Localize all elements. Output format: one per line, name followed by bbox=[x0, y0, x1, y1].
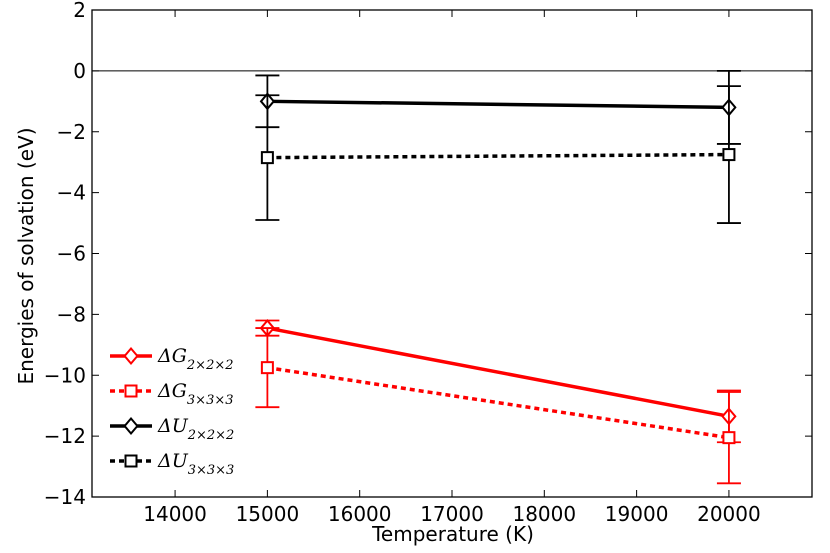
x-tick-label: 17000 bbox=[420, 502, 484, 526]
plot-frame bbox=[91, 9, 813, 498]
x-tick-label: 14000 bbox=[143, 502, 207, 526]
y-tick-label: −12 bbox=[44, 424, 86, 448]
data-point bbox=[722, 148, 736, 162]
series-0 bbox=[255, 319, 741, 444]
legend-item: ΔG2×2×2 bbox=[110, 345, 234, 373]
legend-marker bbox=[124, 454, 138, 468]
y-tick-label: −10 bbox=[44, 363, 86, 387]
y-tick-label: −2 bbox=[57, 120, 86, 144]
legend-marker bbox=[123, 346, 139, 366]
legend: ΔG2×2×2 ΔG3×3×3 ΔU2×2×2 ΔU3×3×3 bbox=[110, 345, 234, 478]
series-line bbox=[267, 152, 729, 160]
x-axis-label: Temperature (K) bbox=[371, 522, 534, 546]
x-tick-label: 19000 bbox=[605, 502, 669, 526]
data-point bbox=[260, 151, 274, 165]
data-point bbox=[722, 431, 736, 445]
y-tick-label: 2 bbox=[73, 0, 86, 22]
x-tick-label: 20000 bbox=[697, 502, 761, 526]
y-tick-label: −8 bbox=[57, 302, 86, 326]
series-line bbox=[267, 99, 729, 110]
legend-marker bbox=[124, 384, 138, 398]
series-3 bbox=[255, 85, 741, 224]
legend-marker bbox=[123, 416, 139, 436]
legend-label: ΔG3×3×3 bbox=[157, 380, 234, 408]
y-axis-label: Energies of solvation (eV) bbox=[14, 127, 38, 384]
y-tick-label: −4 bbox=[57, 181, 86, 205]
series-line bbox=[267, 326, 730, 419]
series-line bbox=[267, 365, 730, 440]
y-tick-label: 0 bbox=[73, 59, 86, 83]
legend-item: ΔU3×3×3 bbox=[110, 450, 234, 478]
y-tick-label: −6 bbox=[57, 242, 86, 266]
x-tick-label: 15000 bbox=[236, 502, 300, 526]
y-tick-label: −14 bbox=[44, 485, 86, 509]
data-point bbox=[260, 361, 274, 375]
x-tick-label: 18000 bbox=[512, 502, 576, 526]
legend-item: ΔG3×3×3 bbox=[110, 380, 234, 408]
series-2 bbox=[255, 69, 741, 145]
plot-area: 14000 15000 16000 17000 18000 19000 20000 2 0 −2 −… bbox=[44, 0, 813, 526]
x-tick-label: 16000 bbox=[328, 502, 392, 526]
legend-label: ΔG2×2×2 bbox=[157, 345, 234, 373]
legend-label: ΔU2×2×2 bbox=[157, 415, 234, 443]
series-1 bbox=[255, 327, 741, 485]
legend-label: ΔU3×3×3 bbox=[157, 450, 234, 478]
legend-item: ΔU2×2×2 bbox=[110, 415, 234, 443]
